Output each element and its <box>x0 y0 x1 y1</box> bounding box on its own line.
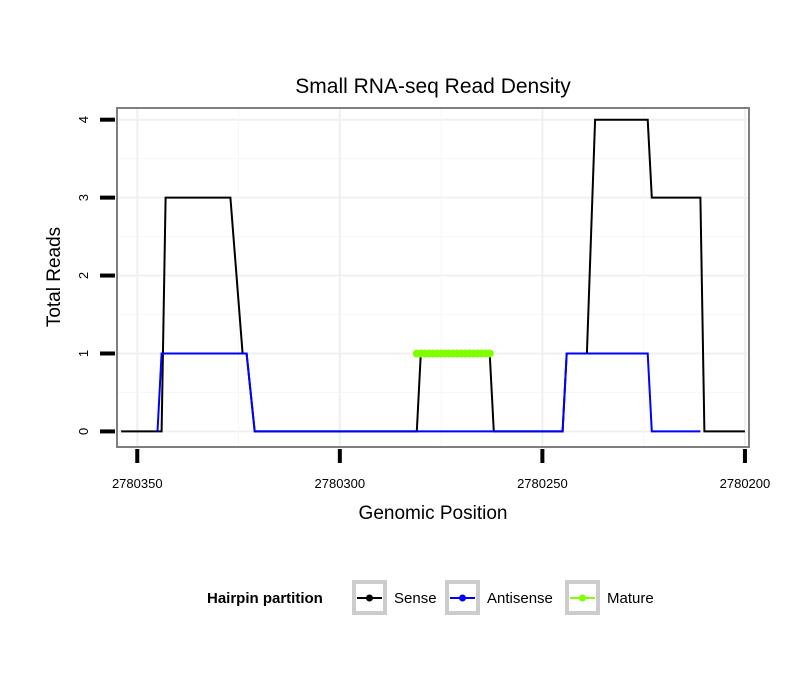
series-layer <box>121 118 745 433</box>
y-tick-label: 2 <box>76 272 91 279</box>
legend-key-point <box>459 594 466 602</box>
legend-label: Antisense <box>487 590 553 607</box>
plot-panel-border <box>116 107 750 448</box>
legend-key-point <box>579 594 586 602</box>
y-tick-label: 4 <box>76 116 91 123</box>
chart-title: Small RNA-seq Read Density <box>295 75 571 98</box>
x-tick-label: 2780300 <box>315 476 366 491</box>
legend-label: Mature <box>607 590 654 607</box>
x-axis-ticks: 2780350 2780300 2780250 2780200 <box>112 449 770 491</box>
x-tick-label: 2780350 <box>112 476 163 491</box>
legend-item-antisense: Antisense <box>445 580 553 615</box>
series-line-antisense <box>156 352 701 433</box>
legend-item-mature: Mature <box>565 580 654 615</box>
x-axis-label: Genomic Position <box>359 503 508 524</box>
y-tick-label: 1 <box>76 350 91 357</box>
legend-key-point <box>366 594 373 602</box>
legend-label: Sense <box>394 590 437 607</box>
mature-point <box>485 349 494 358</box>
grid <box>117 108 749 447</box>
y-tick-label: 0 <box>76 428 91 435</box>
legend: Hairpin partition Sense Antisense Mature <box>207 580 654 615</box>
x-tick-label: 2780250 <box>517 476 568 491</box>
y-axis-ticks: 0 1 2 3 4 <box>76 116 115 435</box>
legend-item-sense: Sense <box>352 580 437 615</box>
y-axis-label: Total Reads <box>44 227 65 327</box>
legend-title: Hairpin partition <box>207 590 323 607</box>
x-tick-label: 2780200 <box>720 476 771 491</box>
y-tick-label: 3 <box>76 194 91 201</box>
